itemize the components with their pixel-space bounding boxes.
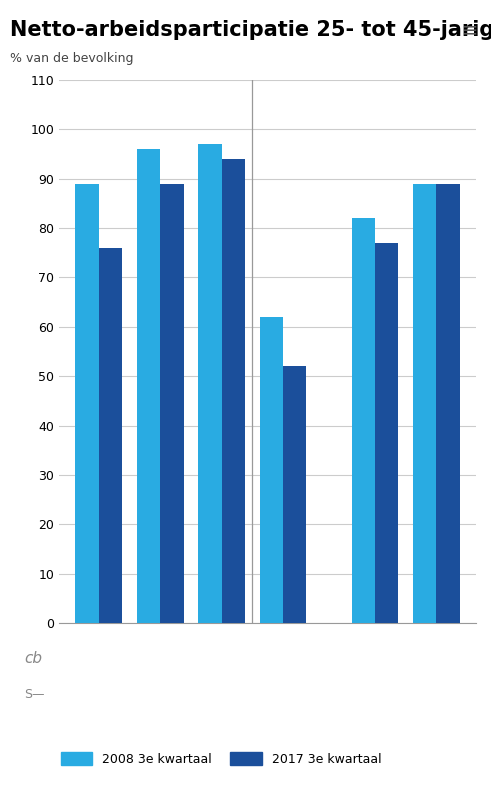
Bar bbox=[99, 248, 122, 623]
Bar bbox=[76, 184, 99, 623]
Text: cb: cb bbox=[25, 650, 43, 666]
Bar bbox=[352, 218, 375, 623]
Legend: 2008 3e kwartaal, 2017 3e kwartaal: 2008 3e kwartaal, 2017 3e kwartaal bbox=[55, 747, 386, 771]
Bar bbox=[221, 159, 245, 623]
Bar bbox=[137, 149, 160, 623]
Text: S—: S— bbox=[25, 687, 45, 701]
Bar bbox=[260, 317, 283, 623]
Bar bbox=[436, 184, 460, 623]
Text: Netto-arbeidsparticipatie 25- tot 45-jarigen: Netto-arbeidsparticipatie 25- tot 45-jar… bbox=[10, 20, 491, 40]
Bar bbox=[375, 243, 398, 623]
Text: ≡: ≡ bbox=[463, 20, 479, 39]
Bar bbox=[198, 144, 221, 623]
Text: % van de bevolking: % van de bevolking bbox=[10, 52, 134, 65]
Bar bbox=[413, 184, 436, 623]
Bar bbox=[160, 184, 184, 623]
Bar bbox=[283, 367, 306, 623]
